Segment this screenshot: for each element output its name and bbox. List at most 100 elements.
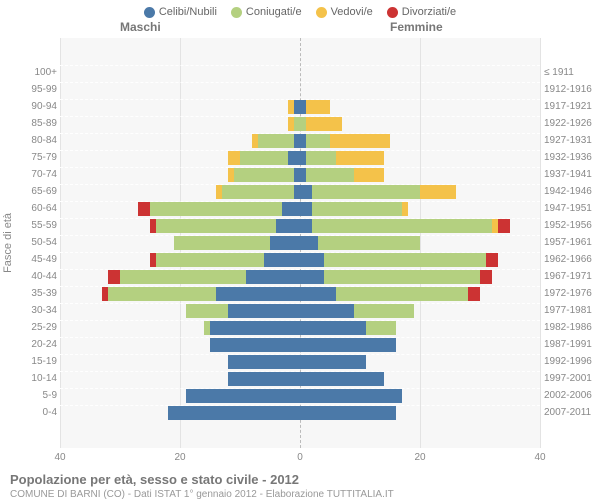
pyramid-row (60, 100, 540, 114)
y-right-label: 1957-1961 (544, 238, 599, 248)
chart-subtitle: COMUNE DI BARNI (CO) - Dati ISTAT 1° gen… (10, 489, 590, 500)
bar-seg-female-coniugati (324, 270, 480, 284)
bar-seg-female-coniugati (336, 287, 468, 301)
bar-seg-female-celibi (300, 321, 366, 335)
bar-seg-female-divorziati (468, 287, 480, 301)
bar-seg-female-coniugati (306, 168, 354, 182)
bar-seg-male-vedovi (228, 168, 234, 182)
bar-seg-male-coniugati (156, 253, 264, 267)
y-right-label: 1932-1936 (544, 153, 599, 163)
x-tick-label: 20 (414, 452, 425, 463)
bar-seg-female-celibi (300, 202, 312, 216)
y-right-label: 1947-1951 (544, 204, 599, 214)
bar-seg-female-divorziati (480, 270, 492, 284)
bar-seg-male-coniugati (150, 202, 282, 216)
pyramid-row (60, 83, 540, 97)
legend-label: Celibi/Nubili (159, 6, 217, 18)
bar-seg-male-divorziati (138, 202, 150, 216)
legend-swatch-divorziati (387, 7, 398, 18)
y-right-label: 1942-1946 (544, 187, 599, 197)
bar-seg-female-celibi (300, 355, 366, 369)
y-left-label: 20-24 (2, 340, 57, 350)
bar-seg-male-celibi (282, 202, 300, 216)
y-left-label: 80-84 (2, 136, 57, 146)
bar-seg-female-celibi (300, 304, 354, 318)
bar-seg-female-vedovi (336, 151, 384, 165)
bar-seg-male-coniugati (240, 151, 288, 165)
bar-seg-female-vedovi (330, 134, 390, 148)
bar-seg-female-celibi (300, 338, 396, 352)
pyramid-row (60, 389, 540, 403)
bar-seg-female-celibi (300, 287, 336, 301)
legend-item-coniugati: Coniugati/e (231, 6, 302, 18)
bar-seg-male-divorziati (150, 253, 156, 267)
header-female: Femmine (390, 20, 443, 34)
bar-seg-female-celibi (300, 389, 402, 403)
bar-seg-male-coniugati (108, 287, 216, 301)
y-left-label: 15-19 (2, 357, 57, 367)
y-left-label: 70-74 (2, 170, 57, 180)
legend-swatch-vedovi (316, 7, 327, 18)
bar-seg-male-coniugati (204, 321, 210, 335)
bar-seg-female-coniugati (366, 321, 396, 335)
bar-seg-female-celibi (300, 253, 324, 267)
bar-seg-female-celibi (300, 219, 312, 233)
y-left-label: 10-14 (2, 374, 57, 384)
bar-seg-male-celibi (228, 372, 300, 386)
legend-label: Coniugati/e (246, 6, 302, 18)
y-right-label: 1982-1986 (544, 323, 599, 333)
bar-seg-female-celibi (300, 372, 384, 386)
bar-seg-female-coniugati (318, 236, 420, 250)
bar-seg-male-celibi (270, 236, 300, 250)
bar-seg-male-coniugati (222, 185, 294, 199)
bar-seg-female-coniugati (306, 151, 336, 165)
bar-seg-male-vedovi (216, 185, 222, 199)
bar-seg-male-celibi (186, 389, 300, 403)
pyramid-row (60, 117, 540, 131)
legend-label: Vedovi/e (331, 6, 373, 18)
bar-seg-female-vedovi (420, 185, 456, 199)
y-left-label: 45-49 (2, 255, 57, 265)
y-right-label: 1997-2001 (544, 374, 599, 384)
y-left-label: 0-4 (2, 408, 57, 418)
bar-seg-male-coniugati (174, 236, 270, 250)
y-right-label: 1937-1941 (544, 170, 599, 180)
pyramid-row (60, 66, 540, 80)
y-right-label: 1912-1916 (544, 85, 599, 95)
x-tick-label: 40 (54, 452, 65, 463)
bar-seg-male-vedovi (252, 134, 258, 148)
y-right-label: 1927-1931 (544, 136, 599, 146)
legend-swatch-coniugati (231, 7, 242, 18)
bar-seg-female-celibi (300, 236, 318, 250)
legend-label: Divorziati/e (402, 6, 456, 18)
bar-seg-male-celibi (216, 287, 300, 301)
y-left-label: 95-99 (2, 85, 57, 95)
bar-seg-female-celibi (300, 406, 396, 420)
pyramid-row (60, 372, 540, 386)
pyramid-row (60, 321, 540, 335)
bar-seg-male-coniugati (258, 134, 294, 148)
y-left-label: 35-39 (2, 289, 57, 299)
pyramid-row (60, 287, 540, 301)
bar-seg-female-vedovi (306, 117, 342, 131)
chart-footer: Popolazione per età, sesso e stato civil… (0, 466, 600, 500)
bar-seg-male-celibi (210, 338, 300, 352)
pyramid-row (60, 168, 540, 182)
pyramid-row (60, 185, 540, 199)
bar-seg-female-coniugati (312, 219, 492, 233)
legend-item-celibi: Celibi/Nubili (144, 6, 217, 18)
y-right-label: ≤ 1911 (544, 68, 599, 78)
y-right-label: 1922-1926 (544, 119, 599, 129)
bar-seg-female-divorziati (486, 253, 498, 267)
pyramid-row (60, 338, 540, 352)
bar-seg-male-coniugati (234, 168, 294, 182)
pyramid-row (60, 304, 540, 318)
bar-seg-female-coniugati (306, 134, 330, 148)
legend: Celibi/Nubili Coniugati/e Vedovi/e Divor… (0, 0, 600, 20)
bar-seg-female-vedovi (306, 100, 330, 114)
plot: Fasce di età Anni di nascita 0-45-910-14… (0, 38, 600, 466)
bar-seg-male-divorziati (102, 287, 108, 301)
pyramid-row (60, 253, 540, 267)
x-tick-label: 40 (534, 452, 545, 463)
y-right-label: 1967-1971 (544, 272, 599, 282)
